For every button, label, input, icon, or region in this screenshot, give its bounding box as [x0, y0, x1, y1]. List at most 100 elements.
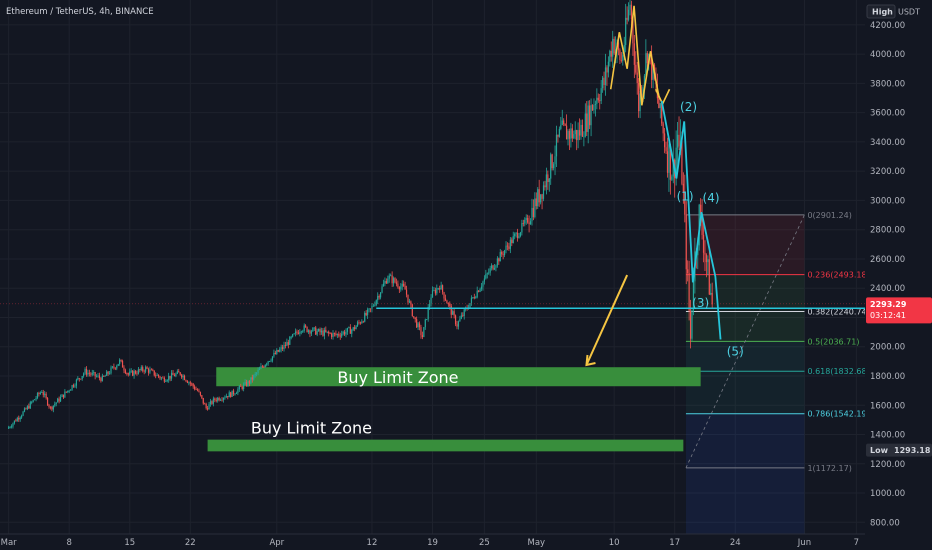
- candle-body: [351, 329, 353, 334]
- candle-body: [93, 372, 95, 373]
- impulse-wave-line[interactable]: [660, 100, 722, 340]
- candle-body: [136, 373, 138, 375]
- candle-body: [88, 372, 90, 374]
- wave-label: (2): [680, 100, 697, 114]
- candle-body: [589, 105, 591, 126]
- candle-body: [472, 297, 474, 299]
- scale-badge[interactable]: High: [866, 4, 896, 19]
- candle-body: [700, 204, 702, 214]
- candle-body: [101, 375, 103, 382]
- zone-arrow-head: [585, 354, 596, 367]
- price-axis-labels: 800.00 1000.00 1200.00 1400.00 1600.00 1800.0…: [870, 21, 905, 528]
- y-tick-label: 1000.00: [870, 489, 905, 499]
- candle-body: [57, 398, 59, 403]
- wave-label: (4): [703, 191, 720, 205]
- candle-body: [34, 399, 36, 401]
- candle-body: [230, 392, 232, 397]
- y-tick-label: 3400.00: [870, 138, 905, 148]
- candle-body: [613, 38, 615, 54]
- candle-body: [341, 333, 343, 337]
- candle-body: [240, 385, 242, 387]
- candle-body: [548, 178, 550, 183]
- candle-body: [701, 213, 703, 235]
- candle-body: [617, 42, 620, 51]
- candle-body: [639, 93, 641, 112]
- candle-body: [411, 304, 413, 317]
- candle-body: [509, 239, 511, 249]
- candle-body: [290, 336, 292, 338]
- candle-body: [707, 259, 709, 263]
- fib-level-label: 1(1172.17): [807, 464, 851, 473]
- buy-limit-zone-box[interactable]: [216, 367, 701, 387]
- candle-body: [401, 283, 403, 287]
- candle-body: [49, 406, 52, 408]
- candle-body: [354, 327, 356, 330]
- candle-body: [682, 183, 684, 192]
- candle-body: [486, 273, 488, 275]
- candle-body: [70, 389, 72, 391]
- candle-body: [322, 330, 324, 336]
- candle-body: [368, 308, 370, 310]
- candle-body: [320, 330, 323, 333]
- zone-arrow[interactable]: [585, 274, 629, 366]
- candle-body: [710, 292, 712, 295]
- candle-body: [95, 376, 98, 377]
- candle-body: [404, 285, 406, 290]
- wave-label: (3): [692, 296, 709, 310]
- candle-body: [519, 232, 522, 237]
- candle-body: [329, 333, 331, 335]
- candle-body: [163, 377, 165, 382]
- candle-body: [10, 426, 13, 428]
- current-price-tag: 2293.29 03:12:41: [866, 297, 932, 324]
- candle-body: [68, 390, 70, 392]
- buy-limit-zone-box[interactable]: [207, 439, 684, 452]
- candle-body: [204, 403, 206, 405]
- x-tick-label: 25: [479, 538, 490, 548]
- candle-body: [538, 189, 540, 203]
- fib-trend-line[interactable]: [685, 214, 805, 469]
- candle-body: [189, 382, 191, 384]
- candle-body: [580, 124, 582, 136]
- candle-body: [620, 60, 622, 61]
- x-tick-label: 17: [669, 538, 680, 548]
- candle-body: [567, 130, 569, 140]
- y-tick-label: 1600.00: [870, 401, 905, 411]
- candle-body: [658, 98, 660, 109]
- fibonacci-retracement[interactable]: 0(2901.24) 0.236(2493.18) 0.382(2240.74) 0.…: [685, 211, 870, 534]
- candle-body: [267, 361, 269, 364]
- time-axis[interactable]: [0, 534, 932, 550]
- candle-body: [215, 399, 217, 401]
- candle-body: [153, 370, 155, 376]
- candle-body: [162, 377, 164, 379]
- y-tick-label: 3800.00: [870, 79, 905, 89]
- candle-body: [55, 402, 57, 405]
- peak-wave-line[interactable]: [609, 5, 660, 106]
- candle-body: [369, 308, 372, 310]
- candle-body: [348, 327, 350, 328]
- candle-body: [26, 406, 28, 410]
- candle-body: [560, 125, 562, 129]
- wave-label: (1): [677, 189, 694, 203]
- wave-overlay[interactable]: (1) (2) (3) (4) (5): [0, 5, 865, 367]
- candle-body: [387, 278, 389, 284]
- candle-body: [183, 375, 186, 381]
- candle-body: [629, 4, 631, 10]
- candle-body: [568, 130, 571, 139]
- candle-body: [364, 312, 366, 322]
- candle-body: [371, 305, 373, 309]
- candle-body: [326, 331, 328, 333]
- x-tick-label: 19: [427, 538, 438, 548]
- candle-body: [287, 342, 289, 345]
- candle-body: [352, 327, 354, 330]
- candle-body: [382, 283, 385, 287]
- candle-body: [408, 301, 411, 303]
- fib-level-label: 0.382(2240.74): [807, 308, 869, 317]
- candle-body: [403, 283, 405, 286]
- candle-body: [179, 372, 181, 375]
- candle-body: [140, 367, 142, 371]
- candle-body: [633, 43, 635, 65]
- buy-limit-zones[interactable]: Buy Limit Zone Buy Limit Zone: [207, 367, 701, 452]
- candle-body: [503, 250, 506, 255]
- candle-body: [98, 375, 101, 379]
